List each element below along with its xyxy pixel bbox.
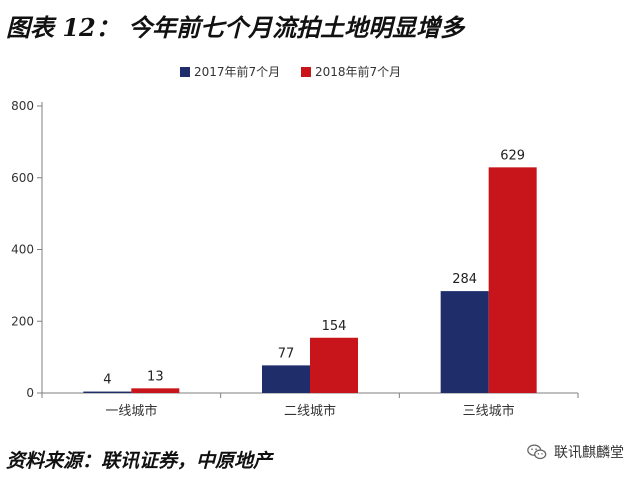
legend-swatch-2017 xyxy=(180,67,190,77)
watermark: 联讯麒麟堂 xyxy=(526,441,624,463)
legend: 2017年前7个月 2018年前7个月 xyxy=(180,64,401,79)
data-label: 77 xyxy=(278,346,295,361)
x-tick-label: 三线城市 xyxy=(463,403,515,419)
bar-2018 xyxy=(488,167,537,393)
data-label: 4 xyxy=(103,373,111,388)
x-axis: 一线城市 二线城市 三线城市 xyxy=(41,392,579,419)
figure-title: 图表 12： 今年前七个月流拍土地明显增多 xyxy=(6,13,465,42)
bar-2017 xyxy=(440,291,489,393)
data-labels: 4 13 77 154 284 629 xyxy=(103,148,525,387)
bars xyxy=(83,167,537,393)
bar-2018 xyxy=(131,388,180,393)
x-tick-label: 一线城市 xyxy=(105,403,157,419)
data-label: 629 xyxy=(500,148,525,163)
y-tick-label: 600 xyxy=(11,171,34,185)
y-axis: 0 200 400 600 800 xyxy=(11,99,43,400)
legend-swatch-2018 xyxy=(301,67,311,77)
bar-2017 xyxy=(262,365,310,393)
bar-chart: 2017年前7个月 2018年前7个月 0 200 400 600 800 一线城市 二线城… xyxy=(11,64,579,419)
bar-2018 xyxy=(310,337,358,393)
bar-2017 xyxy=(83,391,132,393)
x-tick-label: 二线城市 xyxy=(284,403,336,419)
data-label: 154 xyxy=(322,319,347,334)
source-note: 资料来源：联讯证券，中原地产 xyxy=(6,450,273,472)
y-tick-label: 0 xyxy=(26,386,34,400)
wechat-icon xyxy=(527,444,547,460)
legend-label: 2018年前7个月 xyxy=(315,64,401,79)
legend-label: 2017年前7个月 xyxy=(194,64,280,79)
y-tick-label: 200 xyxy=(11,314,34,328)
y-tick-label: 800 xyxy=(11,99,34,113)
watermark-text: 联讯麒麟堂 xyxy=(554,445,624,461)
y-tick-label: 400 xyxy=(11,243,34,257)
data-label: 13 xyxy=(147,369,164,384)
data-label: 284 xyxy=(452,272,477,287)
